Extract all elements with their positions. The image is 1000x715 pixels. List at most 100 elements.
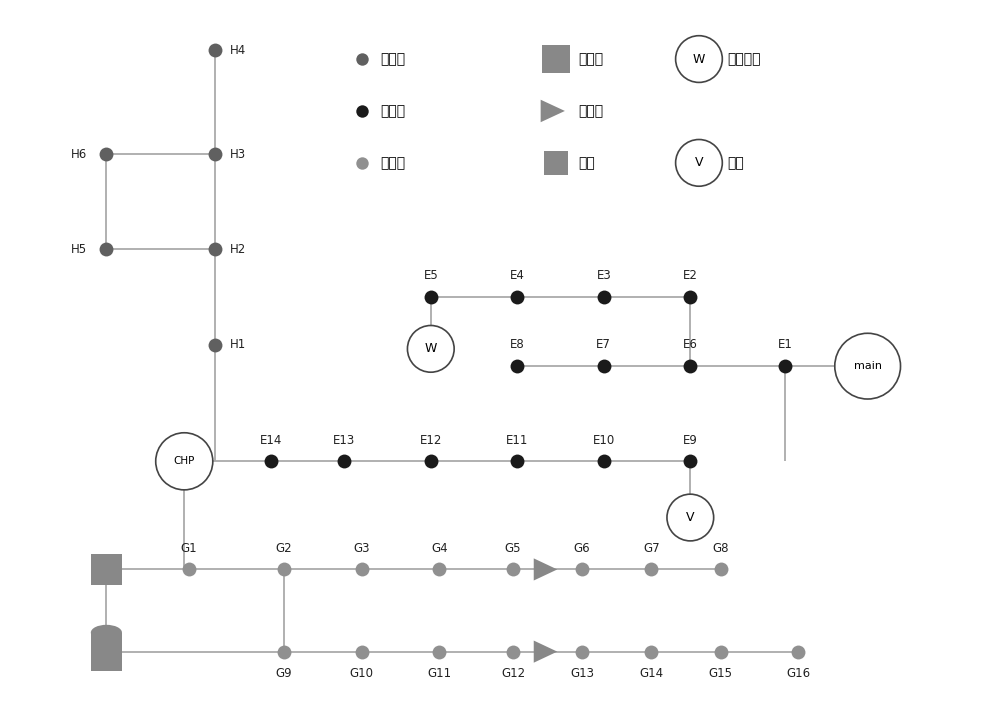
Circle shape (676, 36, 722, 82)
Polygon shape (534, 558, 557, 581)
Point (682, 291, 698, 302)
Point (98, 149, 114, 160)
Text: G10: G10 (350, 667, 374, 680)
Text: E5: E5 (423, 270, 438, 282)
Point (207, 339, 223, 350)
Text: H4: H4 (230, 44, 246, 57)
Point (505, 563, 521, 575)
Text: G8: G8 (712, 542, 729, 555)
Text: E10: E10 (593, 433, 615, 447)
Text: H1: H1 (230, 338, 246, 351)
Point (98, 244, 114, 255)
Point (682, 360, 698, 372)
Text: 风力发电: 风力发电 (728, 52, 761, 66)
Text: G4: G4 (431, 542, 448, 555)
Point (713, 646, 729, 657)
Point (777, 360, 793, 372)
Point (574, 563, 590, 575)
Text: V: V (695, 157, 703, 169)
Text: G1: G1 (180, 542, 197, 555)
Circle shape (156, 433, 213, 490)
Text: E11: E11 (506, 433, 528, 447)
Text: G14: G14 (639, 667, 663, 680)
Point (336, 455, 352, 467)
Text: E4: E4 (510, 270, 525, 282)
Point (431, 563, 447, 575)
Point (509, 360, 525, 372)
Text: H5: H5 (71, 243, 87, 256)
Polygon shape (541, 99, 565, 122)
Text: 光伏: 光伏 (728, 156, 744, 170)
Point (354, 646, 370, 657)
Circle shape (407, 325, 454, 373)
Point (276, 563, 292, 575)
Text: CHP: CHP (174, 456, 195, 466)
Text: 热负荷: 热负荷 (381, 52, 406, 66)
Circle shape (835, 333, 901, 399)
Point (509, 291, 525, 302)
Text: E1: E1 (778, 338, 793, 352)
Bar (91, 633, 122, 671)
Text: H3: H3 (230, 148, 246, 161)
Point (596, 360, 612, 372)
Point (643, 563, 659, 575)
Point (790, 646, 806, 657)
Text: H2: H2 (230, 243, 246, 256)
Point (354, 157, 370, 169)
Text: E12: E12 (420, 433, 442, 447)
Text: 气源: 气源 (578, 156, 595, 170)
Point (643, 646, 659, 657)
Text: E14: E14 (260, 433, 282, 447)
Polygon shape (534, 641, 557, 663)
Text: E6: E6 (683, 338, 698, 352)
Text: G6: G6 (574, 542, 590, 555)
Text: W: W (693, 53, 705, 66)
Text: G3: G3 (353, 542, 370, 555)
Point (207, 44, 223, 56)
Text: V: V (686, 511, 695, 524)
Text: G16: G16 (786, 667, 811, 680)
Point (682, 455, 698, 467)
Point (263, 455, 279, 467)
Text: E7: E7 (596, 338, 611, 352)
Bar (542, 45, 570, 73)
Text: E8: E8 (510, 338, 525, 352)
Point (505, 646, 521, 657)
Point (596, 291, 612, 302)
Text: H6: H6 (71, 148, 87, 161)
Point (574, 646, 590, 657)
Text: main: main (854, 361, 882, 371)
Circle shape (667, 494, 714, 541)
Text: G11: G11 (427, 667, 452, 680)
Text: G2: G2 (275, 542, 292, 555)
Text: G15: G15 (709, 667, 733, 680)
Text: 气负荷: 气负荷 (381, 156, 406, 170)
Point (423, 455, 439, 467)
Text: E9: E9 (683, 433, 698, 447)
Text: G13: G13 (570, 667, 594, 680)
Bar (91, 554, 122, 585)
Text: 压缩机: 压缩机 (578, 104, 603, 118)
Text: W: W (425, 342, 437, 355)
Text: G7: G7 (643, 542, 660, 555)
Point (354, 54, 370, 65)
Text: G5: G5 (505, 542, 521, 555)
Point (181, 563, 197, 575)
Text: G12: G12 (501, 667, 525, 680)
Point (207, 149, 223, 160)
Point (354, 105, 370, 117)
Text: E3: E3 (596, 270, 611, 282)
Point (713, 563, 729, 575)
Bar (544, 151, 568, 175)
Point (207, 244, 223, 255)
Text: E2: E2 (683, 270, 698, 282)
Point (354, 563, 370, 575)
Point (276, 646, 292, 657)
Circle shape (676, 139, 722, 186)
Point (423, 291, 439, 302)
Ellipse shape (91, 625, 122, 641)
Text: E13: E13 (333, 433, 355, 447)
Point (596, 455, 612, 467)
Text: 电负荷: 电负荷 (381, 104, 406, 118)
Point (431, 646, 447, 657)
